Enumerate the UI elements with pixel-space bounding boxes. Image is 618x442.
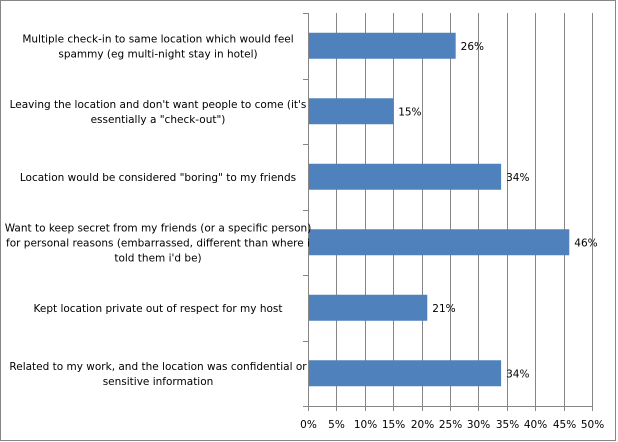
category-label-line: for personal reasons (embarrassed, diffe… [6,237,310,249]
x-tick-label: 0% [300,419,317,431]
x-tick-label: 30% [467,419,490,431]
data-label: 34% [506,172,529,184]
bar [309,32,456,59]
bar [309,163,502,190]
x-tick-label: 40% [524,419,547,431]
x-tick-label: 20% [411,419,434,431]
x-tick-label: 5% [328,419,345,431]
bar [309,294,428,321]
category-label: Leaving the location and don't want peop… [10,99,307,126]
x-tick-label: 15% [382,419,405,431]
bar [309,98,394,125]
bar [309,360,502,387]
bar [309,229,570,256]
category-label-line: essentially a "check-out") [91,114,226,126]
category-label: Location would be considered "boring" to… [20,172,296,184]
category-label-line: Related to my work, and the location was… [9,361,307,373]
x-tick-label: 45% [553,419,576,431]
category-label-line: Leaving the location and don't want peop… [10,99,307,111]
category-label-line: spammy (eg multi-night stay in hotel) [58,48,257,60]
category-label-line: told them i'd be) [114,252,201,264]
data-label: 46% [574,237,597,249]
data-label: 15% [398,106,421,118]
x-tick-label: 50% [581,419,604,431]
data-label: 34% [506,368,529,380]
category-label: Want to keep secret from my friends (or … [5,222,312,264]
x-tick-label: 35% [496,419,519,431]
category-label-line: Kept location private out of respect for… [34,303,283,315]
category-label-line: sensitive information [103,376,214,388]
data-label: 21% [432,303,455,315]
category-label-line: Multiple check-in to same location which… [22,33,293,45]
x-tick-label: 25% [439,419,462,431]
category-label-line: Location would be considered "boring" to… [20,172,296,184]
x-tick-label: 10% [354,419,377,431]
category-label-line: Want to keep secret from my friends (or … [5,222,312,234]
category-label: Multiple check-in to same location which… [22,33,293,60]
data-label: 26% [461,41,484,53]
category-label: Related to my work, and the location was… [9,361,307,388]
category-label: Kept location private out of respect for… [34,303,283,315]
